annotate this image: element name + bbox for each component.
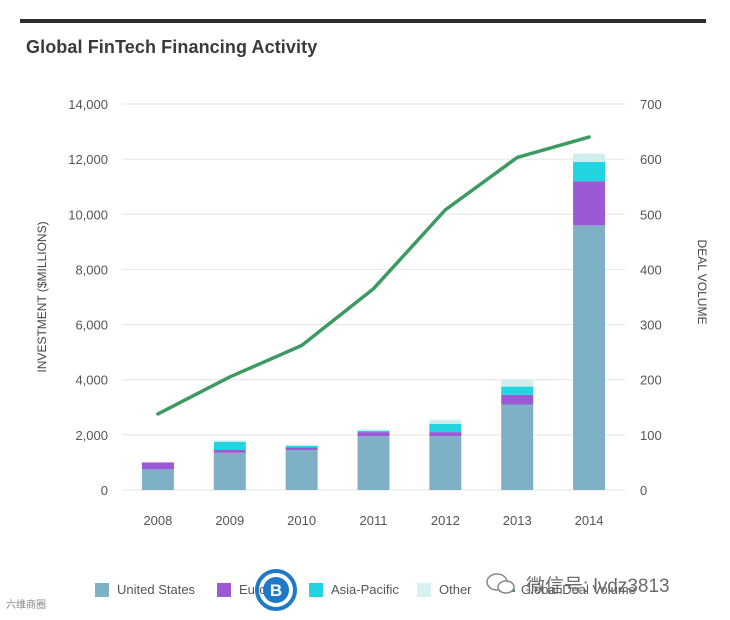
bar-other-2014 (573, 153, 606, 162)
y-tick-label-left: 6,000 (75, 318, 108, 333)
legend-label-asia-pacific: Asia-Pacific (331, 582, 399, 597)
y-tick-label-right: 700 (640, 97, 662, 112)
top-rule (20, 19, 706, 23)
watermark-left: 六维商圈 (6, 600, 46, 611)
y-tick-label-left: 4,000 (75, 373, 108, 388)
bar-other-2011 (357, 429, 390, 431)
deal-volume-point-2008 (156, 412, 160, 416)
bar-united-states-2013 (501, 404, 534, 490)
bar-asia-pacific-2010 (285, 445, 318, 448)
bar-other-2009 (213, 440, 246, 442)
bar-europe-2012 (429, 432, 462, 437)
bar-united-states-2008 (141, 469, 174, 490)
x-tick-label: 2013 (503, 513, 532, 528)
y-tick-label-left: 0 (101, 483, 108, 498)
legend-label-global-deal-volume: Global Deal Volume (521, 582, 636, 597)
bar-united-states-2012 (429, 436, 462, 490)
bar-asia-pacific-2009 (213, 441, 246, 451)
x-tick-label: 2012 (431, 513, 460, 528)
legend-swatch-europe (217, 583, 231, 597)
bar-europe-2008 (141, 462, 174, 470)
bar-united-states-2011 (357, 436, 390, 490)
bar-asia-pacific-2013 (501, 386, 534, 395)
deal-volume-line (156, 135, 591, 416)
y-tick-label-left: 10,000 (68, 207, 108, 222)
y-tick-label-right: 600 (640, 152, 662, 167)
deal-volume-point-2010 (300, 344, 304, 348)
deal-volume-point-2012 (443, 208, 447, 212)
bar-europe-2014 (573, 181, 606, 226)
bar-other-2010 (285, 444, 318, 446)
bar-asia-pacific-2011 (357, 430, 390, 433)
x-tick-label: 2011 (360, 513, 388, 528)
x-tick-label: 2008 (143, 513, 172, 528)
bar-europe-2011 (357, 432, 390, 437)
y-tick-label-right: 400 (640, 262, 662, 277)
watermark-wechat-id: 微信号: lvdz3813 (526, 576, 670, 597)
y-tick-label-right: 300 (640, 318, 662, 333)
chart-title: Global FinTech Financing Activity (26, 37, 318, 57)
y-tick-label-left: 12,000 (68, 152, 108, 167)
bar-europe-2009 (213, 450, 246, 453)
legend-swatch-united-states (95, 583, 109, 597)
legend-swatch-other (417, 583, 431, 597)
x-tick-label: 2010 (287, 513, 316, 528)
y-tick-label-right: 100 (640, 428, 662, 443)
bar-asia-pacific-2014 (573, 161, 606, 182)
deal-volume-line-group (156, 135, 591, 416)
y-tick-label-left: 8,000 (75, 262, 108, 277)
watermark-logo-letter: B (270, 581, 282, 600)
legend-label-other: Other (439, 582, 472, 597)
legend-label-united-states: United States (117, 582, 196, 597)
y-tick-label-left: 2,000 (75, 428, 108, 443)
legend-swatch-asia-pacific (309, 583, 323, 597)
deal-volume-point-2011 (372, 287, 375, 291)
bar-europe-2013 (501, 394, 534, 405)
y-tick-label-right: 0 (640, 483, 647, 498)
y-axis-title-right: DEAL VOLUME (695, 240, 709, 325)
deal-volume-point-2009 (228, 375, 232, 379)
y-tick-label-right: 200 (640, 373, 662, 388)
bar-other-2013 (501, 379, 534, 387)
x-tick-label: 2014 (575, 513, 604, 528)
bar-asia-pacific-2012 (429, 423, 462, 433)
bar-united-states-2009 (213, 452, 246, 490)
y-tick-label-left: 14,000 (68, 97, 108, 112)
deal-volume-point-2014 (587, 135, 591, 139)
deal-volume-point-2013 (515, 155, 519, 159)
axes-group: 0 0 2,000 100 4,000 200 6,000 300 8,000 400 10,000… (35, 97, 709, 528)
bar-united-states-2010 (285, 450, 318, 490)
bars-group (141, 153, 606, 491)
wechat-icon (486, 573, 515, 594)
x-tick-label: 2009 (215, 513, 244, 528)
bar-united-states-2014 (573, 225, 606, 491)
grid-lines (122, 103, 625, 491)
bar-other-2012 (429, 419, 462, 424)
y-tick-label-right: 500 (640, 207, 662, 222)
watermark-logo-icon: B (255, 569, 297, 611)
bar-europe-2010 (285, 447, 318, 451)
y-axis-title-left: INVESTMENT ($MILLIONS) (35, 221, 49, 372)
